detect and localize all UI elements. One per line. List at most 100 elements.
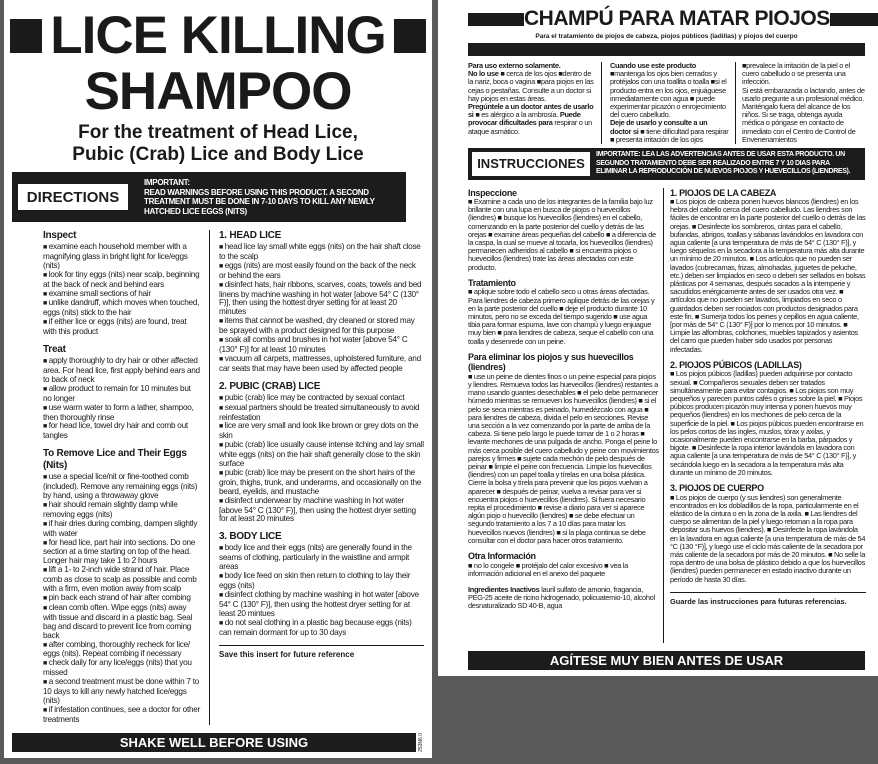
spanish-columns: Inspeccione ■ Examine a cada uno de los i… bbox=[468, 187, 866, 643]
item-text: soak all combs and brushes in hot water … bbox=[219, 335, 408, 354]
item-text: lift a 1- to 2-inch wide strand of hair.… bbox=[43, 565, 197, 594]
list-item: ■ if infestation continues, see a doctor… bbox=[43, 704, 201, 725]
important-text: READ WARNINGS BEFORE USING THIS PRODUCT.… bbox=[144, 187, 375, 216]
item-text: sexual partners should be treated simult… bbox=[219, 402, 420, 422]
title-line-1: LICE KILLING bbox=[10, 6, 426, 65]
english-panel: LICE KILLING SHAMPOO For the treatment o… bbox=[4, 0, 432, 758]
section-heading: Treat bbox=[43, 344, 66, 356]
directions-bar: DIRECTIONS IMPORTANT: READ WARNINGS BEFO… bbox=[12, 172, 406, 222]
english-left-column: Inspect ■ examine each household member w… bbox=[12, 230, 210, 725]
section-heading: Otra Información bbox=[468, 551, 536, 562]
bullet-square-icon: ■ bbox=[43, 271, 49, 279]
bullet-square-icon: ■ bbox=[219, 573, 225, 581]
bullet-square-icon: ■ bbox=[43, 290, 49, 298]
warning-text: No lo use bbox=[468, 69, 501, 79]
warning-text: ■prevalece la irritación de la piel o el… bbox=[742, 61, 850, 87]
item-text: disinfect hats, hair ribbons, scarves, c… bbox=[219, 279, 422, 317]
bullet-square-icon: ■ bbox=[219, 469, 225, 477]
item-text: apply thoroughly to dry hair or other af… bbox=[43, 356, 200, 384]
warning-paragraph: ■mantenga los ojos bien cerrados y proté… bbox=[610, 70, 730, 119]
warnings-column: Cuando use este producto ■mantenga los oj… bbox=[602, 61, 736, 145]
warning-text: Para uso externo solamente. bbox=[468, 61, 561, 70]
item-text: a second treatment must be done within 7… bbox=[43, 677, 200, 705]
warning-text: Si está embarazada o lactando, antes de … bbox=[742, 85, 865, 144]
section-heading: Tratamiento bbox=[468, 277, 516, 288]
item-text: use warm water to form a lather, shampoo… bbox=[43, 402, 194, 422]
warning-text: Deje de usarlo y consulte a un doctor si bbox=[610, 118, 708, 136]
title-text: LICE KILLING bbox=[50, 6, 386, 65]
list-item: ■ disinfect hats, hair ribbons, scarves,… bbox=[219, 279, 424, 318]
list-item: ■ examine small sections of hair bbox=[43, 288, 201, 300]
product-code: 253N6.0 bbox=[418, 732, 424, 752]
spanish-title: CHAMPÚ PARA MATAR PIOJOS bbox=[524, 7, 830, 30]
english-right-area: 1. HEAD LICE ■ head lice lay small white … bbox=[210, 230, 424, 725]
warning-text: Pregúntele a un doctor antes de usarlo s… bbox=[468, 102, 594, 120]
subtitle: For the treatment of Head Lice, Pubic (C… bbox=[12, 122, 424, 166]
warnings-column: ■prevalece la irritación de la piel o el… bbox=[736, 61, 865, 144]
section-heading: 3. PIOJOS DE CUERPO bbox=[670, 483, 764, 494]
important-notice: IMPORTANTE: LEA LAS ADVERTENCIAS ANTES D… bbox=[596, 151, 851, 176]
shake-well-banner: AGÍTESE MUY BIEN ANTES DE USAR bbox=[468, 651, 865, 670]
bullet-square-icon: ■ bbox=[219, 244, 225, 251]
footer-row: SHAKE WELL BEFORE USING 253N6.0 bbox=[12, 725, 424, 752]
item-text: if hair dries during combing, dampen sli… bbox=[43, 518, 198, 538]
list-item: ■ vacuum all carpets, mattresses, uphols… bbox=[219, 354, 424, 374]
bullet-square-icon: ■ bbox=[43, 319, 49, 327]
list-item: ■ hair should remain slightly damp while… bbox=[43, 499, 201, 520]
warning-text: ■ tiene dificultad para respirar ■ prese… bbox=[610, 126, 729, 144]
section-text: ■ Los piojos púbicos (ladillas) pueden a… bbox=[670, 369, 864, 477]
section-heading: 2. PIOJOS PÚBICOS (LADILLAS) bbox=[670, 359, 802, 370]
bullet-square-icon: ■ bbox=[219, 318, 225, 326]
ingredients: Ingredientes Inactivos lauril sulfato de… bbox=[468, 584, 659, 611]
bullet-square-icon: ■ bbox=[219, 394, 225, 402]
warning-paragraph: Cuando use este producto bbox=[610, 61, 730, 70]
bullet-square-icon: ■ bbox=[43, 423, 49, 431]
item-text: after combing, thoroughly recheck for li… bbox=[43, 639, 190, 659]
list-item: ■ a second treatment must be done within… bbox=[43, 677, 201, 706]
bullet-square-icon: ■ bbox=[219, 262, 225, 270]
list-item: ■ look for tiny eggs (nits) near scalp, … bbox=[43, 269, 201, 290]
list-item: ■ for head lice, part hair into sections… bbox=[43, 538, 201, 567]
item-text: look for tiny eggs (nits) near scalp, be… bbox=[43, 269, 200, 289]
section-text: ■ no lo congele ■ protéjalo del calor ex… bbox=[468, 560, 628, 578]
spanish-right-column: 1. PIOJOS DE LA CABEZA ■ Los piojos de ca… bbox=[670, 188, 866, 584]
black-square-icon bbox=[10, 19, 43, 53]
instructions-bar: INSTRUCCIONES IMPORTANTE: LEA LAS ADVERT… bbox=[468, 148, 865, 180]
item-text: use a special lice/nit or fine-toothed c… bbox=[43, 472, 198, 501]
spanish-right-area: 1. PIOJOS DE LA CABEZA ■ Los piojos de ca… bbox=[664, 188, 866, 643]
list-item: ■ apply thoroughly to dry hair or other … bbox=[43, 356, 201, 385]
spanish-title-row: CHAMPÚ PARA MATAR PIOJOS bbox=[468, 6, 878, 32]
list-item: ■ lice are very small and look like brow… bbox=[219, 421, 424, 441]
item-text: examine small sections of hair bbox=[48, 288, 151, 298]
english-columns: Inspect ■ examine each household member w… bbox=[12, 230, 424, 725]
list-item: ■ lift a 1- to 2-inch wide strand of hai… bbox=[43, 565, 201, 594]
item-text: allow product to remain for 10 minutes b… bbox=[43, 383, 191, 403]
shake-well-banner: SHAKE WELL BEFORE USING bbox=[12, 732, 416, 752]
list-item: ■ check daily for any lice/eggs (nits) t… bbox=[43, 658, 201, 678]
item-text: do not seal clothing in a plastic bag be… bbox=[219, 617, 412, 637]
section-heading: 1. HEAD LICE bbox=[219, 230, 282, 241]
black-bar-icon bbox=[468, 12, 524, 26]
list-item: ■ body lice and their eggs (nits) are ge… bbox=[219, 543, 424, 572]
list-item: ■ if hair dries during combing, dampen s… bbox=[43, 518, 201, 539]
bullet-square-icon: ■ bbox=[43, 604, 49, 612]
item-text: hair should remain slightly damp while r… bbox=[43, 499, 178, 519]
item-text: items that cannot be washed, dry cleaned… bbox=[219, 316, 415, 336]
spanish-panel: CHAMPÚ PARA MATAR PIOJOS Para el tratami… bbox=[438, 0, 878, 676]
bullet-square-icon: ■ bbox=[219, 337, 225, 345]
subtitle-line: Pubic (Crab) Lice and Body Lice bbox=[72, 144, 364, 165]
warning-paragraph: No lo use ■ cerca de los ojos ■dentro de… bbox=[468, 70, 595, 103]
bullet-square-icon: ■ bbox=[43, 501, 49, 509]
list-item: ■ for head lice, towel dry hair and comb… bbox=[43, 421, 201, 441]
bullet-square-icon: ■ bbox=[219, 545, 225, 553]
list-item: ■ use a special lice/nit or fine-toothed… bbox=[43, 472, 201, 501]
item-text: pubic (crab) lice may be contracted by s… bbox=[224, 392, 405, 402]
list-item: ■ use warm water to form a lather, shamp… bbox=[43, 402, 201, 423]
ingredients-label: Ingredientes Inactivos bbox=[468, 584, 540, 594]
item-text: if infestation continues, see a doctor f… bbox=[43, 704, 201, 724]
black-bar-icon bbox=[829, 12, 878, 26]
warning-paragraph: Deje de usarlo y consulte a un doctor si… bbox=[610, 119, 730, 144]
black-square-icon bbox=[393, 19, 426, 53]
list-item: ■ body lice feed on skin then return to … bbox=[219, 571, 424, 591]
bullet-square-icon: ■ bbox=[219, 404, 225, 412]
